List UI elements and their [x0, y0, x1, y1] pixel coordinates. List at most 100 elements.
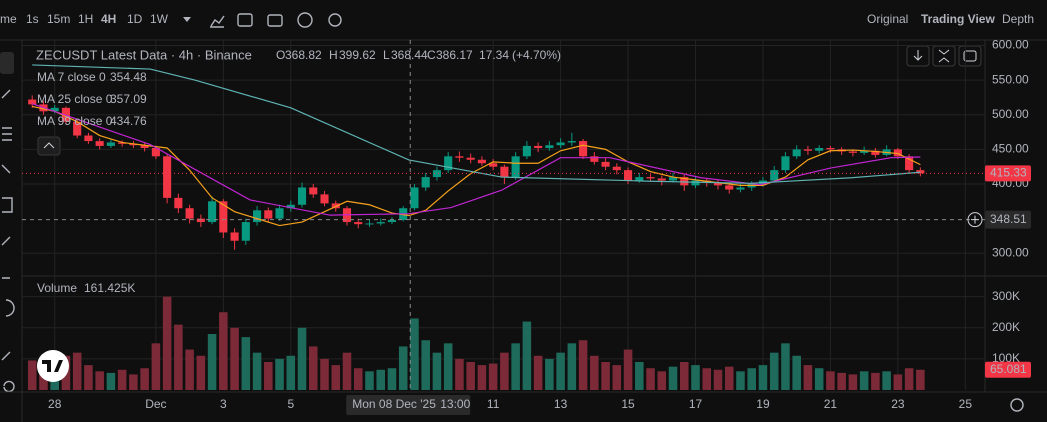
x-tick-label: 25 [959, 397, 973, 411]
last-volume-box [985, 361, 1031, 378]
volume-bar [174, 324, 183, 390]
arrow-icon [913, 50, 923, 61]
x-tick-label: 15 [621, 397, 635, 411]
volume-bar [106, 372, 116, 390]
candle-body [208, 201, 217, 223]
volume-bar [500, 352, 509, 390]
candle-body [781, 156, 790, 171]
change-percent: (+4.70%) [512, 48, 561, 62]
interval-button[interactable]: 1W [150, 12, 169, 26]
volume-bar [331, 365, 341, 390]
candle-body [534, 145, 543, 148]
volume-bar [747, 368, 756, 390]
candle-body [410, 187, 419, 209]
left-toolbar [0, 40, 23, 422]
candle-body [657, 178, 666, 181]
candle-body [815, 148, 824, 151]
volume-bar [376, 369, 385, 390]
legend-toggle[interactable] [37, 136, 61, 156]
layout-icon[interactable] [237, 13, 253, 27]
interval-button[interactable]: me [0, 12, 17, 26]
candle-body [455, 156, 464, 158]
tool-cursor[interactable] [0, 52, 14, 74]
candle-body [511, 156, 520, 178]
volume-tick-label: 300K [992, 289, 1020, 303]
x-tick-label: 17 [689, 397, 703, 411]
interval-button[interactable]: 4H [101, 12, 116, 26]
candle-body [905, 156, 914, 171]
candle-body [118, 142, 127, 144]
y-tick-label: 600.00 [992, 38, 1029, 52]
x-tick-label: 21 [824, 397, 838, 411]
legend-name: MA 7 close 0 [37, 70, 106, 84]
volume-bar [736, 371, 745, 390]
view-button[interactable]: Trading View [921, 12, 995, 26]
volume-bar [117, 369, 127, 390]
interval-button[interactable]: 1s [26, 12, 39, 26]
volume-bar [904, 368, 914, 390]
candle-body [432, 170, 441, 178]
dropdown-icon[interactable] [183, 17, 191, 22]
candle-body [736, 187, 745, 190]
volume-bar [916, 369, 925, 390]
candle-body [893, 149, 902, 157]
y-tick-label: 500.00 [992, 107, 1029, 121]
volume-bar [814, 368, 824, 390]
interval-button[interactable]: 1H [78, 12, 93, 26]
volume-label: Volume [37, 281, 77, 295]
volume-bar [758, 365, 768, 390]
add-alert-button[interactable] [967, 212, 983, 228]
interval-button[interactable]: 1D [127, 12, 143, 26]
volume-tick-label: 100K [992, 351, 1020, 365]
settings-button[interactable] [1010, 398, 1024, 412]
volume-bar [713, 369, 723, 390]
volume-value: 161.425K [84, 281, 135, 295]
volume-bar [590, 355, 599, 390]
price-pane: 415.33 348.51 Mon 08 Dec '25 13:00 65.081 [22, 40, 1031, 415]
volume-bar [230, 327, 239, 390]
view-button[interactable]: Depth [1002, 12, 1034, 26]
volume-bar [27, 360, 37, 390]
settings-icon[interactable] [328, 13, 342, 27]
candle-body [140, 145, 149, 148]
volume-bar [635, 362, 644, 390]
candle-body [196, 218, 205, 223]
volume-bar [578, 340, 588, 390]
volume-bar [140, 368, 149, 390]
add-icon[interactable] [297, 12, 313, 28]
collapse-icon [938, 49, 950, 63]
ohlc-value: 368.82 [285, 48, 322, 62]
volume-bar [264, 362, 273, 390]
volume-bar [545, 358, 554, 390]
candle-body [624, 170, 633, 181]
candle-body [691, 180, 700, 186]
x-tick-label: Dec [145, 397, 166, 411]
candle-body [713, 182, 723, 186]
volume-bar [679, 362, 689, 390]
candle-body [500, 166, 509, 178]
candle-body [579, 141, 588, 157]
candle-body [916, 170, 925, 174]
camera-icon[interactable] [267, 14, 283, 27]
volume-bar [84, 365, 93, 390]
candle-body [331, 203, 340, 209]
crosshair-price-label: 348.51 [990, 212, 1027, 226]
candle-body [84, 135, 93, 142]
candle-body [556, 142, 565, 146]
volume-bar [353, 368, 363, 390]
volume-bar [219, 312, 228, 390]
ma-line [32, 64, 921, 184]
ohlc-value: 386.17 [436, 48, 473, 62]
fullscreen-icon [963, 50, 977, 62]
volume-bar [533, 355, 543, 390]
volume-bar [410, 318, 419, 390]
volume-pane [27, 296, 925, 390]
x-tick-label: 11 [487, 397, 500, 411]
volume-bar [387, 368, 397, 390]
interval-button[interactable]: 15m [47, 12, 70, 26]
tool-icons[interactable] [1, 89, 15, 393]
indicator-icon[interactable] [210, 15, 225, 28]
view-button[interactable]: Original [867, 12, 908, 26]
candle-body [590, 156, 599, 162]
volume-bar [646, 368, 655, 390]
